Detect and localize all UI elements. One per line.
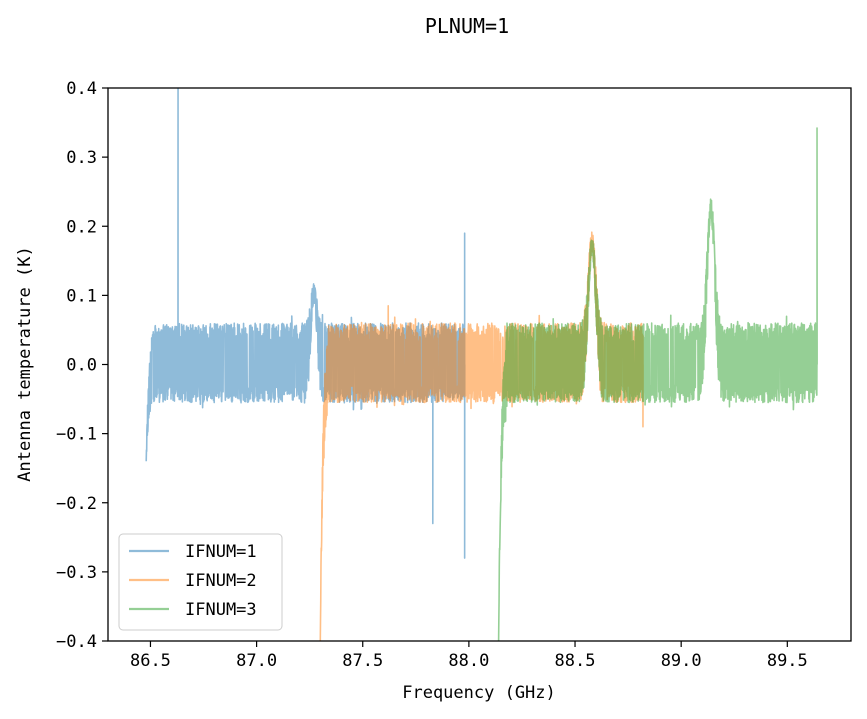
- series-line-3: [497, 127, 818, 641]
- y-axis: 0.4 0.3 0.2 0.1 0.0 −0.1 −0.2 −0.3 −0.4: [56, 79, 108, 652]
- y-tick-label: 0.3: [66, 148, 97, 168]
- x-tick-label: 86.5: [130, 651, 171, 671]
- x-tick-label: 88.5: [555, 651, 596, 671]
- y-tick-label: 0.1: [66, 286, 97, 306]
- x-axis: 86.5 87.0 87.5 88.0 88.5 89.0 89.5: [130, 641, 808, 671]
- chart-title: PLNUM=1: [425, 14, 509, 38]
- legend-box: [118, 533, 283, 631]
- y-axis-label: Antenna temperature (K): [15, 246, 35, 481]
- legend: IFNUM=1 IFNUM=2 IFNUM=3: [118, 533, 283, 631]
- legend-label: IFNUM=2: [185, 571, 257, 591]
- y-tick-label: −0.4: [56, 632, 97, 652]
- y-tick-label: −0.1: [56, 425, 97, 445]
- x-tick-label: 89.5: [767, 651, 808, 671]
- series-layer: [145, 88, 818, 641]
- y-tick-label: 0.4: [66, 79, 97, 99]
- x-tick-label: 88.0: [448, 651, 489, 671]
- x-tick-label: 87.0: [236, 651, 277, 671]
- x-axis-label: Frequency (GHz): [402, 683, 556, 703]
- x-tick-label: 89.0: [661, 651, 702, 671]
- y-tick-label: 0.2: [66, 217, 97, 237]
- y-tick-label: 0.0: [66, 356, 97, 376]
- legend-label: IFNUM=1: [185, 542, 257, 562]
- legend-entries: IFNUM=1 IFNUM=2 IFNUM=3: [129, 542, 257, 620]
- legend-label: IFNUM=3: [185, 600, 257, 620]
- x-tick-label: 87.5: [342, 651, 383, 671]
- y-tick-label: −0.2: [56, 494, 97, 514]
- y-tick-label: −0.3: [56, 563, 97, 583]
